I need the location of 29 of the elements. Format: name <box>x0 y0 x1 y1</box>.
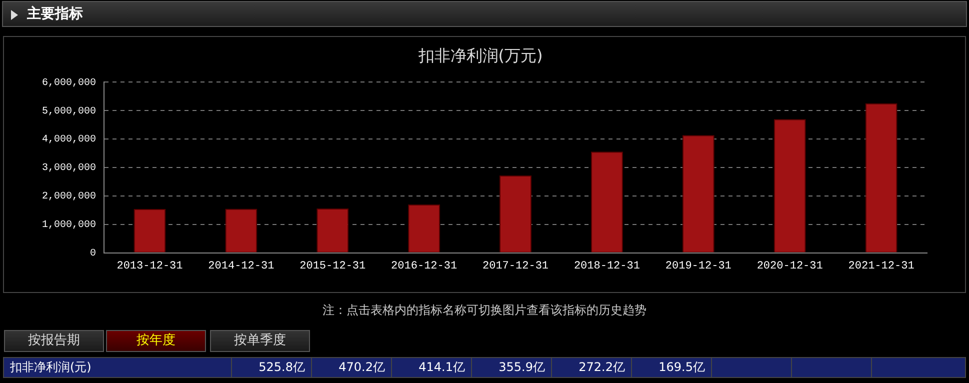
text: 按单季度 <box>210 330 310 352</box>
x-tick-label: 2016-12-31 <box>391 260 458 272</box>
text: 525.8亿 <box>231 358 311 377</box>
y-tick-label: 2,000,000 <box>42 192 96 203</box>
y-tick-label: 4,000,000 <box>42 134 96 146</box>
text: 按报告期 <box>4 330 104 352</box>
x-tick-label: 2019-12-31 <box>665 260 732 272</box>
x-tick-label: 2020-12-31 <box>756 260 824 272</box>
x-tick-label: 2013-12-31 <box>116 260 184 272</box>
text: 272.2亿 <box>551 358 631 377</box>
x-tick-label: 2014-12-31 <box>208 260 275 272</box>
text: 注：点击表格内的指标名称可切换图片查看该指标的历史趋势 <box>322 302 648 319</box>
text: 470.2亿 <box>311 358 391 377</box>
x-tick-label: 2021-12-31 <box>848 260 915 272</box>
y-tick-label: 5,000,000 <box>42 106 96 118</box>
text: 169.5亿 <box>631 358 711 377</box>
x-tick-label: 2017-12-31 <box>482 260 549 272</box>
text: 主要指标 <box>27 4 83 24</box>
y-tick-label: 0 <box>90 248 96 260</box>
y-tick-label: 1,000,000 <box>42 220 96 232</box>
chart-title: 扣非净利润(万元) <box>417 46 543 65</box>
text: 355.9亿 <box>471 358 551 377</box>
y-tick-label: 3,000,000 <box>42 163 96 174</box>
text: 按年度 <box>106 330 206 352</box>
text: 414.1亿 <box>391 358 471 377</box>
text: 扣非净利润(元) <box>10 359 92 376</box>
x-tick-label: 2015-12-31 <box>300 260 366 272</box>
x-tick-label: 2018-12-31 <box>574 260 640 272</box>
y-tick-label: 6,000,000 <box>42 78 96 89</box>
